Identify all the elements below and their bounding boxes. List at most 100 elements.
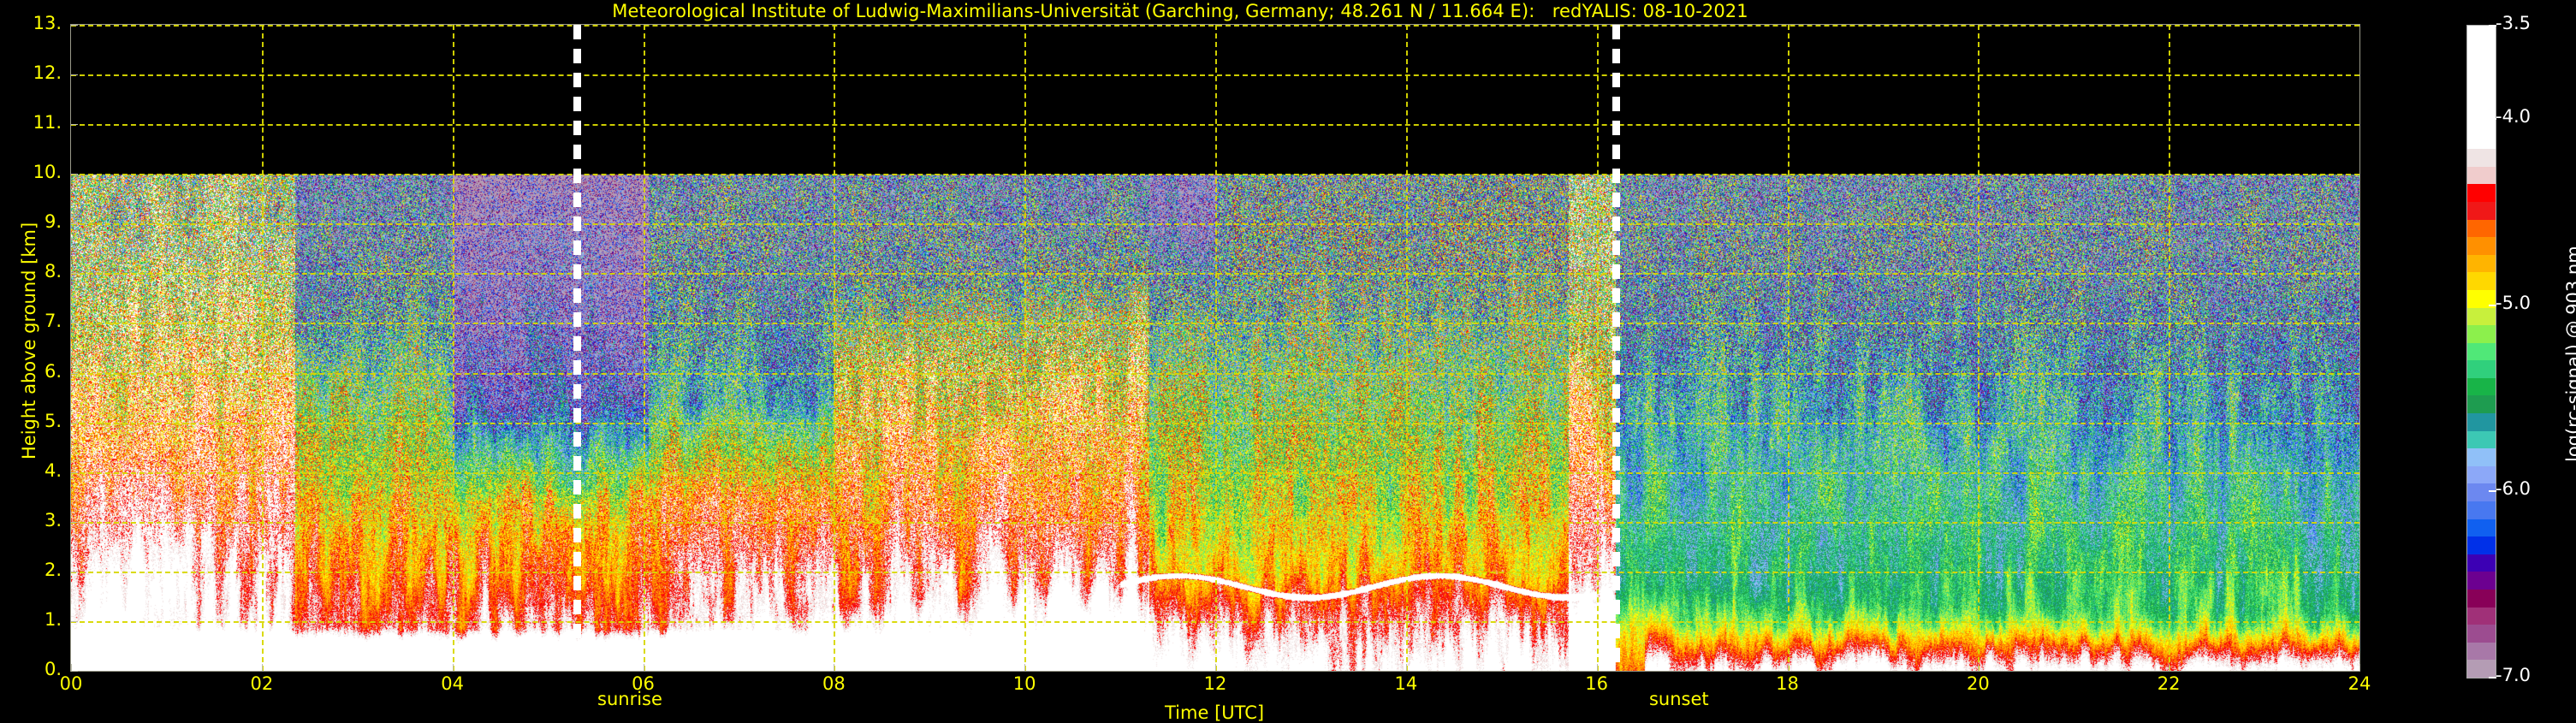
colorbar-segment-21 — [2467, 395, 2496, 414]
colorbar-segment-26 — [2467, 483, 2496, 502]
y-axis-title: Height above ground [km] — [19, 222, 39, 459]
x-tick-label-22: 22 — [2157, 673, 2181, 694]
x-tick-label-00: 00 — [59, 673, 83, 694]
colorbar-segment-12 — [2467, 237, 2496, 255]
colorbar-segment-20 — [2467, 377, 2496, 396]
colorbar-segment-27 — [2467, 501, 2496, 519]
sunset-line — [1611, 25, 1620, 671]
colorbar-segment-28 — [2467, 519, 2496, 537]
colorbar-tick-mark--6.0 — [2489, 490, 2496, 493]
colorbar-segment-13 — [2467, 254, 2496, 273]
x-tick-label-12: 12 — [1203, 673, 1227, 694]
colorbar-segment-16 — [2467, 307, 2496, 326]
x-tick-label-04: 04 — [441, 673, 465, 694]
x-tick-mark-00 — [71, 664, 72, 671]
x-tick-mark-24 — [2359, 664, 2360, 671]
colorbar-segment-11 — [2467, 219, 2496, 238]
x-tick-label-18: 18 — [1776, 673, 1799, 694]
y-tick-mark-3 — [71, 521, 78, 523]
figure-title: Meteorological Institute of Ludwig-Maxim… — [612, 1, 1748, 21]
annotation-sunset: sunset — [1648, 689, 1709, 709]
grid-line-v-10 — [1024, 25, 1027, 671]
y-tick-label-8: 8. — [44, 261, 62, 282]
colorbar-tick-label--7.0: -7.0 — [2496, 665, 2531, 685]
colorbar-segment-29 — [2467, 536, 2496, 554]
y-tick-mark-13 — [71, 25, 78, 26]
x-tick-label-20: 20 — [1966, 673, 1990, 694]
colorbar-title: log(rc-signal) @ 903 nm — [2563, 246, 2576, 462]
y-tick-mark-11 — [71, 124, 78, 126]
y-tick-label-6: 6. — [44, 360, 62, 382]
colorbar-segment-32 — [2467, 590, 2496, 607]
colorbar-segment-31 — [2467, 572, 2496, 590]
colorbar-segment-3 — [2467, 78, 2496, 97]
y-tick-mark-0 — [71, 671, 78, 672]
y-tick-label-3: 3. — [44, 509, 62, 530]
y-tick-mark-12 — [71, 74, 78, 76]
colorbar-tick-mark--5.0 — [2489, 304, 2496, 306]
y-tick-label-13: 13. — [33, 13, 62, 33]
grid-line-v-8 — [834, 25, 836, 671]
colorbar-segment-24 — [2467, 448, 2496, 466]
y-tick-label-5: 5. — [44, 410, 62, 431]
x-tick-mark-12 — [1215, 664, 1216, 671]
grid-line-v-2 — [261, 25, 264, 671]
colorbar-segment-8 — [2467, 166, 2496, 185]
colorbar-segment-9 — [2467, 184, 2496, 202]
sunrise-line — [573, 25, 581, 671]
y-tick-mark-6 — [71, 372, 78, 374]
y-tick-label-7: 7. — [44, 311, 62, 332]
y-tick-label-4: 4. — [44, 459, 62, 481]
x-tick-label-16: 16 — [1585, 673, 1609, 694]
x-tick-mark-18 — [1787, 664, 1789, 671]
x-tick-label-08: 08 — [822, 673, 846, 694]
colorbar-segment-36 — [2467, 660, 2496, 678]
colorbar-tick-mark--7.0 — [2489, 677, 2496, 679]
colorbar-segment-23 — [2467, 430, 2496, 449]
y-tick-mark-5 — [71, 422, 78, 424]
x-tick-label-10: 10 — [1012, 673, 1036, 694]
grid-line-v-18 — [1787, 25, 1790, 671]
colorbar-segment-10 — [2467, 201, 2496, 220]
colorbar-segment-35 — [2467, 642, 2496, 661]
colorbar-segment-15 — [2467, 289, 2496, 308]
colorbar-tick-label--5.0: -5.0 — [2496, 292, 2531, 313]
colorbar-tick-label--3.5: -3.5 — [2496, 13, 2531, 33]
colorbar-segment-30 — [2467, 554, 2496, 572]
y-tick-mark-9 — [71, 223, 78, 225]
colorbar-segment-17 — [2467, 325, 2496, 343]
x-tick-mark-16 — [1596, 664, 1598, 671]
y-tick-label-11: 11. — [33, 112, 62, 133]
colorbar-tick-mark--3.5 — [2489, 25, 2496, 27]
y-tick-mark-1 — [71, 620, 78, 622]
y-tick-label-12: 12. — [33, 62, 62, 84]
colorbar-segment-14 — [2467, 272, 2496, 290]
colorbar-gradient — [2467, 26, 2496, 678]
x-tick-label-14: 14 — [1394, 673, 1418, 694]
colorbar-segment-25 — [2467, 465, 2496, 484]
colorbar-segment-34 — [2467, 625, 2496, 643]
x-axis-title: Time [UTC] — [1165, 702, 1265, 723]
colorbar-tick-mark--4.0 — [2489, 117, 2496, 120]
x-tick-mark-02 — [261, 664, 263, 671]
lidar-quicklook-figure: Meteorological Institute of Ludwig-Maxim… — [19, 1, 2576, 723]
x-tick-label-24: 24 — [2347, 673, 2371, 694]
x-tick-mark-04 — [452, 664, 454, 671]
grid-line-v-12 — [1215, 25, 1217, 671]
y-tick-label-0: 0. — [44, 659, 62, 679]
colorbar-segment-19 — [2467, 360, 2496, 378]
grid-line-v-16 — [1596, 25, 1599, 671]
colorbar[interactable] — [2466, 25, 2496, 679]
colorbar-tick-label--6.0: -6.0 — [2496, 478, 2531, 500]
x-tick-mark-20 — [1978, 664, 1979, 671]
colorbar-segment-18 — [2467, 342, 2496, 361]
plot-area[interactable] — [70, 24, 2360, 672]
grid-line-v-6 — [643, 25, 645, 671]
y-tick-label-10: 10. — [33, 162, 62, 183]
grid-line-v-20 — [1978, 25, 1980, 671]
annotation-sunrise: sunrise — [597, 689, 662, 709]
grid-line-v-4 — [452, 25, 454, 671]
colorbar-segment-2 — [2467, 61, 2496, 79]
colorbar-segment-4 — [2467, 96, 2496, 114]
y-tick-mark-4 — [71, 471, 78, 473]
